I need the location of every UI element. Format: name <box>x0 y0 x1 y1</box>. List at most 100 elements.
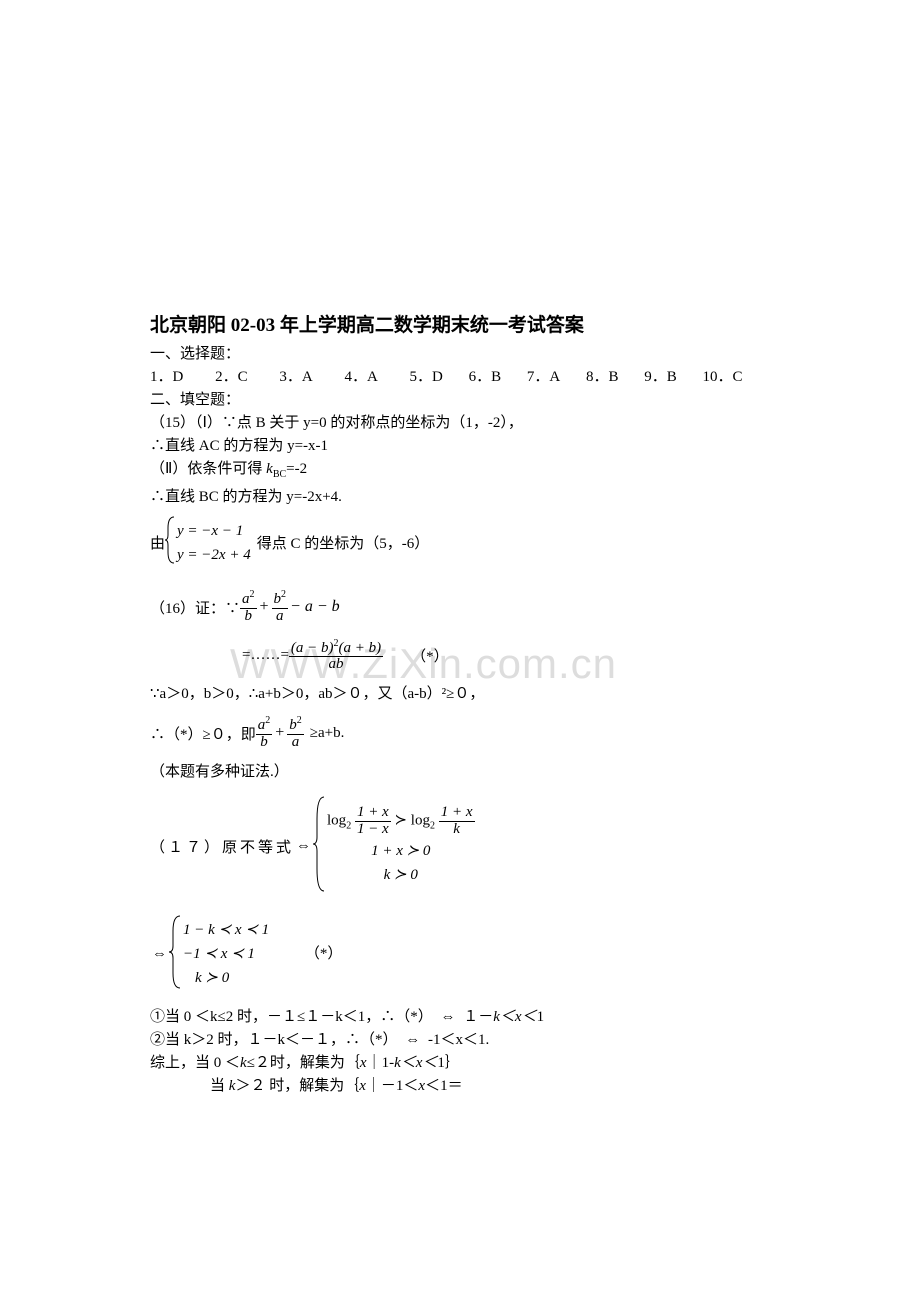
q16-line-b: =……= (a − b)2(a + b) ab （*） <box>150 639 790 674</box>
s2a: 当 <box>210 1078 229 1094</box>
q17-sys2-lines: 1 − k ≺ x ≺ 1 −1 ≺ x ≺ 1 （*） k ≻ 0 <box>183 918 342 990</box>
frac-a2-b: a2 b <box>240 590 257 625</box>
q17b-l3: k ≻ 0 <box>183 970 229 986</box>
mc-5: 5．D <box>410 369 443 385</box>
q16-note: （本题有多种证法.） <box>150 761 790 784</box>
q17b-l1: 1 − k ≺ x ≺ 1 <box>183 922 269 938</box>
log2: log <box>411 813 430 829</box>
den-a: a <box>272 609 289 625</box>
q15c-k: k <box>266 461 273 477</box>
s1a: 综上，当 0 ＜ <box>150 1055 240 1071</box>
q15-system: 由 y = −x − 1 y = −2x + 4 得点 C 的坐标为（5，-6） <box>150 515 790 570</box>
bn3: (a + b) <box>339 640 382 656</box>
s1c: ≤２时，解集为｛ <box>247 1055 360 1071</box>
iff-3: ⇔ <box>436 1009 459 1025</box>
mc-4: 4．A <box>344 369 377 385</box>
mc-answers-row: 1．D 2．C 3．A 4．A 5．D 6．B 7．A 8．B 9．B 10．C <box>150 366 790 389</box>
q17-summary-1: 综上，当 0 ＜k≤２时，解集为｛x｜1-k＜x＜1｝ <box>150 1052 790 1075</box>
q16-star: （*） <box>411 645 449 666</box>
log1: log <box>327 813 346 829</box>
den-b: b <box>240 609 257 625</box>
log2sub: 2 <box>430 821 435 832</box>
page: WWW.ZiXin.com.cn 北京朝阳 02-03 年上学期高二数学期末统一… <box>0 0 920 1302</box>
q15c-pre: （Ⅱ）依条件可得 <box>150 461 266 477</box>
mc-10: 10．C <box>703 369 743 385</box>
s2g: ＜1＝ <box>425 1078 463 1094</box>
plus-2: + <box>272 724 287 742</box>
mc-7: 7．A <box>527 369 560 385</box>
iff-2: ⇔ <box>150 946 169 963</box>
q15e-l1: y = −x − 1 <box>177 523 243 539</box>
c2a: ②当 k＞2 时，１－k＜－１，∴（*） <box>150 1032 398 1048</box>
section-2-heading: 二、填空题： <box>150 389 790 412</box>
bn1: (a − b) <box>291 640 334 656</box>
q17-case-2: ②当 k＞2 时，１－k＜－１，∴（*） ⇔ -1＜x＜1. <box>150 1029 790 1052</box>
s1b: k <box>240 1055 247 1071</box>
q15e-l2: y = −2x + 4 <box>177 547 251 563</box>
q16-suf: − a − b <box>288 598 340 616</box>
q16d-suf: ≥a+b. <box>310 725 345 742</box>
q15-system-lines: y = −x − 1 y = −2x + 4 <box>177 519 251 567</box>
q17-s1: log2 1 + x1 − x ≻ log2 1 + xk <box>327 805 474 839</box>
mc-6: 6．B <box>469 369 502 385</box>
doc-title: 北京朝阳 02-03 年上学期高二数学期末统一考试答案 <box>150 310 790 337</box>
iff-1: ⇔ <box>294 838 313 855</box>
s2d: x <box>359 1078 366 1094</box>
q15e-pre: 由 <box>150 532 165 553</box>
q15e-suf: 得点 C 的坐标为（5，-6） <box>257 532 430 553</box>
q16d-pre: ∴（*）≥０，即 <box>150 723 256 744</box>
document-content: 北京朝阳 02-03 年上学期高二数学期末统一考试答案 一、选择题： 1．D 2… <box>150 310 790 1098</box>
q15c-bc: BC <box>273 469 286 480</box>
s1n: 1 + x <box>355 805 391 822</box>
mc-9: 9．B <box>644 369 677 385</box>
s2c: ＞２ 时，解集为｛ <box>235 1078 359 1094</box>
q17-sys1-lines: log2 1 + x1 − x ≻ log2 1 + xk 1 + x ≻ 0 … <box>327 805 474 887</box>
brace-icon-3 <box>169 913 183 996</box>
q17-case-1: ①当 0 ＜k≤2 时，－１≤１－k＜1，∴（*） ⇔ １－k＜x＜1 <box>150 1006 790 1029</box>
c2b: -1＜x＜1. <box>428 1032 489 1048</box>
frac-b2-a: b2 a <box>272 590 289 625</box>
s1f: k＜x＜ <box>394 1055 437 1071</box>
q16-line-a: （16）证：∵ a2 b + b2 a − a − b <box>150 590 790 625</box>
plus-1: + <box>257 598 272 616</box>
q17-s2: 1 + x ≻ 0 <box>371 843 430 859</box>
mc-2: 2．C <box>215 369 248 385</box>
q17b-l2: −1 ≺ x ≺ 1 <box>183 946 255 962</box>
c1c: k＜x＜ <box>493 1009 536 1025</box>
section-1-heading: 一、选择题： <box>150 343 790 366</box>
s1e: ｜1- <box>367 1055 395 1071</box>
q15-line-b: ∴直线 AC 的方程为 y=-x-1 <box>150 435 790 458</box>
q15-line-c: （Ⅱ）依条件可得 kBC=-2 <box>150 458 790 486</box>
q15-line-a: （15）（Ⅰ）∵点 B 关于 y=0 的对称点的坐标为（1，-2）， <box>150 412 790 435</box>
mc-1: 1．D <box>150 369 183 385</box>
q17-summary-2: 当 k＞２ 时，解集为｛x｜－1＜x＜1＝ <box>150 1075 790 1098</box>
mc-8: 8．B <box>586 369 619 385</box>
log1sub: 2 <box>346 821 351 832</box>
bd: ab <box>289 657 383 673</box>
q16-pre: （16）证：∵ <box>150 597 240 618</box>
den-b2: b <box>256 735 273 751</box>
q16-line-d: ∴（*）≥０，即 a2 b + b2 a ≥a+b. <box>150 716 790 751</box>
c1b: １－ <box>463 1009 493 1025</box>
q16-eq: =……= <box>242 647 289 664</box>
c1d: 1 <box>537 1009 545 1025</box>
num-a: a <box>242 591 250 607</box>
q17-system-1: （１７）原不等式 ⇔ log2 1 + x1 − x ≻ log2 1 + xk… <box>150 794 790 899</box>
q16-line-c: ∵a＞0，b＞0，∴a+b＞0，ab＞０，又（a-b）²≥０， <box>150 683 790 706</box>
q17-pre: （１７）原不等式 <box>150 836 294 857</box>
brace-icon-2 <box>313 794 327 899</box>
s1g: 1｝ <box>437 1055 460 1071</box>
q15c-suf: =-2 <box>286 461 307 477</box>
num-b2b: b <box>289 717 297 733</box>
num-b: b <box>274 591 282 607</box>
s1bd: k <box>439 822 475 838</box>
q17b-star: （*） <box>305 946 343 962</box>
den-a2b: a <box>287 735 304 751</box>
s2e: ｜－1＜ <box>366 1078 419 1094</box>
gt1: ≻ <box>394 813 410 829</box>
c1a: ①当 0 ＜k≤2 时，－１≤１－k＜1，∴（*） <box>150 1009 433 1025</box>
frac-big: (a − b)2(a + b) ab <box>289 639 383 674</box>
frac-b2-a-2: b2 a <box>287 716 304 751</box>
iff-4: ⇔ <box>401 1032 424 1048</box>
brace-icon <box>165 515 177 570</box>
